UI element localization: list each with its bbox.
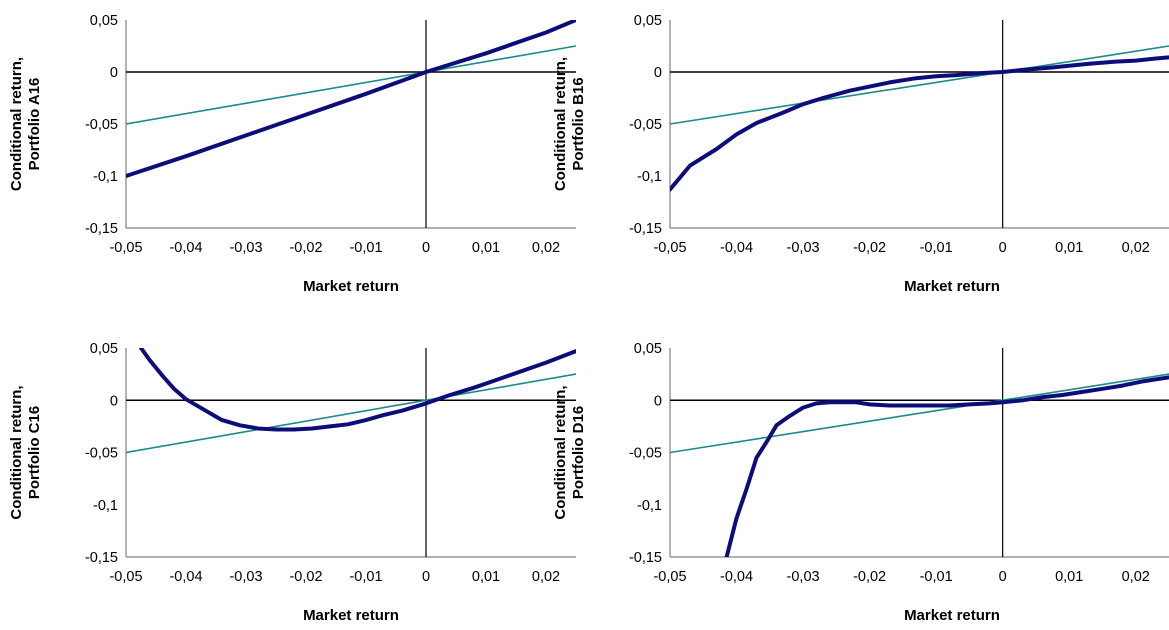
y-axis-title: Conditional return, [552, 385, 569, 519]
x-tick-label: -0,04 [169, 240, 202, 256]
y-tick-label: -0,15 [629, 550, 662, 566]
market-line [126, 45, 576, 125]
x-tick-label: 0,01 [1055, 569, 1083, 585]
x-tick-label: -0,05 [109, 569, 142, 585]
x-tick-label: -0,03 [229, 569, 262, 585]
x-axis-title: Market return [904, 607, 1000, 624]
x-tick-label: -0,03 [787, 240, 820, 256]
x-tick-label: -0,05 [109, 240, 142, 256]
x-tick-label: -0,01 [349, 240, 382, 256]
y-tick-label: 0 [110, 65, 118, 81]
y-axis-title: Portfolio B16 [570, 77, 587, 170]
y-tick-label: -0,15 [629, 221, 662, 237]
x-tick-label: -0,05 [653, 569, 686, 585]
market-line [670, 45, 1169, 125]
x-tick-label: 0,01 [472, 240, 500, 256]
chart-panel-1: 0,05 0 -0,05 -0,1 -0,15 -0,05 -0,04 -0,03 -0,02 -… [8, 13, 576, 295]
chart-panel-4: 0,05 0 -0,05 -0,1 -0,15 -0,05 -0,04 -0,03 -0,02 -… [552, 341, 1169, 624]
x-tick-label: -0,01 [349, 569, 382, 585]
y-tick-label: 0,05 [90, 13, 118, 29]
x-tick-label: -0,02 [289, 240, 322, 256]
conditional-return-line [139, 348, 576, 432]
x-tick-label: -0,04 [169, 569, 202, 585]
y-axis-title: Portfolio A16 [26, 78, 43, 171]
x-tick-label: -0,01 [920, 569, 953, 585]
y-tick-label: -0,1 [93, 169, 118, 185]
x-tick-label: -0,02 [853, 240, 886, 256]
y-tick-label: 0,05 [634, 341, 662, 357]
market-line [670, 373, 1169, 454]
x-tick-label: 0 [422, 240, 430, 256]
x-tick-label: -0,03 [229, 240, 262, 256]
x-tick-label: 0,01 [1055, 240, 1083, 256]
y-tick-label: -0,05 [629, 446, 662, 462]
y-tick-label: -0,1 [93, 498, 118, 514]
y-tick-label: -0,15 [85, 550, 118, 566]
x-tick-label: -0,03 [787, 569, 820, 585]
conditional-return-line [724, 375, 1169, 557]
x-tick-label: 0,02 [532, 240, 560, 256]
market-line [126, 373, 576, 454]
x-tick-label: 0,02 [1122, 240, 1150, 256]
y-tick-label: 0 [654, 65, 662, 81]
x-tick-label: -0,04 [720, 240, 753, 256]
chart-panel-2: 0,05 0 -0,05 -0,1 -0,15 -0,05 -0,04 -0,03 -0,02 -… [552, 13, 1169, 295]
x-tick-label: 0 [999, 240, 1007, 256]
conditional-return-line [670, 55, 1169, 192]
x-tick-label: 0,02 [1122, 569, 1150, 585]
conditional-return-line [126, 20, 576, 178]
x-tick-label: -0,02 [853, 569, 886, 585]
x-tick-label: -0,05 [653, 240, 686, 256]
x-tick-label: 0,02 [532, 569, 560, 585]
y-tick-label: 0 [110, 393, 118, 409]
y-tick-label: -0,15 [85, 221, 118, 237]
y-tick-label: 0,05 [90, 341, 118, 357]
y-tick-label: -0,1 [637, 169, 662, 185]
y-axis-title: Conditional return, [8, 385, 25, 519]
x-tick-label: -0,04 [720, 569, 753, 585]
y-tick-label: -0,05 [85, 446, 118, 462]
y-axis-title: Portfolio D16 [570, 406, 587, 499]
x-tick-label: 0 [999, 569, 1007, 585]
y-axis-title: Conditional return, [552, 57, 569, 191]
x-tick-label: -0,01 [920, 240, 953, 256]
x-axis-title: Market return [904, 278, 1000, 295]
y-axis-title: Conditional return, [8, 57, 25, 191]
y-tick-label: -0,05 [85, 117, 118, 133]
x-axis-title: Market return [303, 607, 399, 624]
x-tick-label: -0,02 [289, 569, 322, 585]
x-axis-title: Market return [303, 278, 399, 295]
chart-panel-3: 0,05 0 -0,05 -0,1 -0,15 -0,05 -0,04 -0,03 -0,02 -… [8, 341, 576, 624]
x-tick-label: 0 [422, 569, 430, 585]
y-tick-label: -0,1 [637, 498, 662, 514]
y-axis-title: Portfolio C16 [26, 406, 43, 499]
y-tick-label: 0 [654, 393, 662, 409]
y-tick-label: -0,05 [629, 117, 662, 133]
y-tick-label: 0,05 [634, 13, 662, 29]
x-tick-label: 0,01 [472, 569, 500, 585]
